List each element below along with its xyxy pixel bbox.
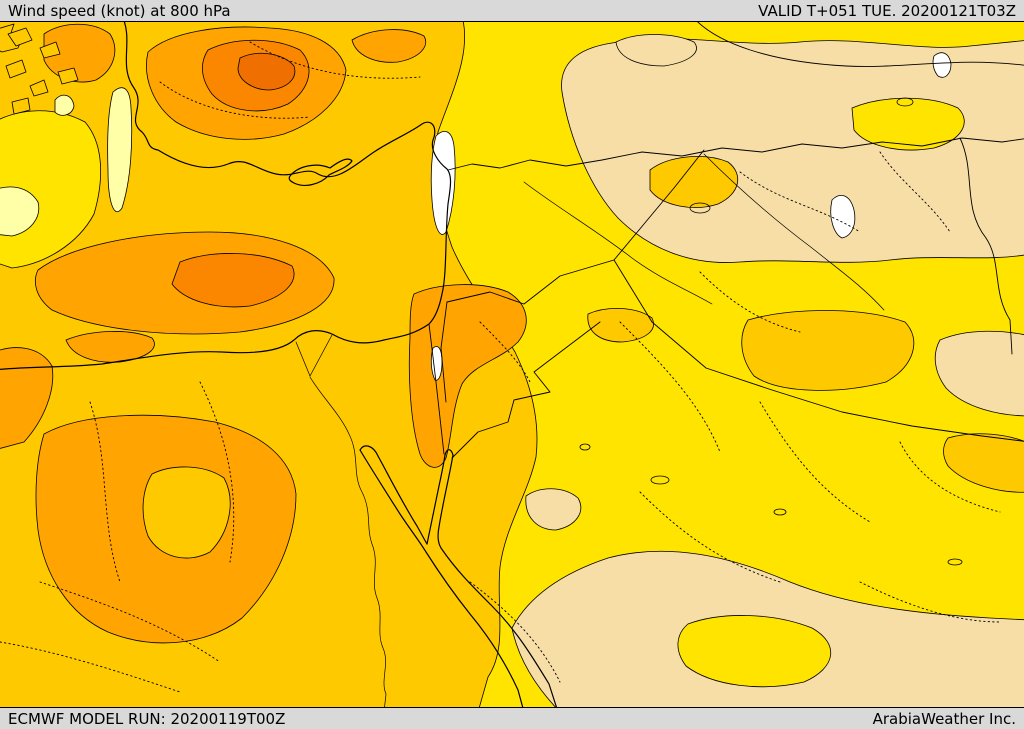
admin-line — [479, 321, 531, 383]
island — [11, 97, 31, 115]
model-run-label: ECMWF MODEL RUN: 20200119T00Z — [8, 709, 286, 728]
nile-delta-branch-west — [295, 341, 311, 377]
contour-island — [773, 508, 787, 516]
coast-aqaba-gulf-head — [444, 449, 454, 456]
coastline-layer — [0, 22, 558, 707]
contour-deeporange-core-turkey — [237, 52, 296, 91]
border-turkey-syria — [447, 137, 1024, 171]
admin-line — [639, 491, 781, 583]
contour-orange-top-strip — [351, 29, 426, 63]
map-footer-bar: ECMWF MODEL RUN: 20200119T00Z ArabiaWeat… — [0, 707, 1024, 729]
map-canvas[interactable] — [0, 22, 1024, 707]
contour-golden-hole-egypt — [142, 466, 231, 559]
nile-delta-branch-east — [309, 334, 333, 377]
contour-golden-jordan-small — [587, 308, 654, 343]
island — [5, 59, 27, 79]
border-jordan-saudi-zigzag — [451, 321, 601, 459]
admin-line — [39, 581, 221, 663]
contour-cream-right-mid — [934, 330, 1024, 417]
contour-white-dead-sea — [430, 346, 443, 381]
coast-gulf-of-suez-east — [377, 455, 428, 545]
border-jordan-valley — [440, 301, 448, 403]
contour-white-lake-tharthar — [830, 195, 856, 239]
contour-cream-top-center — [615, 34, 697, 67]
contour-island — [947, 558, 963, 566]
contour-white-lake-east-turkey — [932, 52, 952, 78]
contour-golden-right-edge — [943, 433, 1024, 493]
contour-golden-iraq-patch — [741, 310, 915, 391]
contour-island — [896, 97, 914, 107]
admin-line — [879, 151, 951, 233]
attribution-label: ArabiaWeather Inc. — [872, 709, 1016, 728]
admin-line — [759, 401, 871, 523]
border-iraq-saudi — [613, 259, 1024, 442]
border-layer — [428, 22, 1024, 459]
admin-boundary-layer — [0, 41, 1001, 693]
admin-line — [619, 321, 721, 453]
admin-line — [699, 271, 801, 333]
admin-line — [159, 81, 311, 119]
border-iraq-iran — [959, 137, 1013, 355]
admin-line — [859, 581, 1001, 623]
coast-suez-gulf-head — [359, 445, 379, 457]
tigris-river — [703, 153, 885, 311]
contour-pale-patch-small — [54, 94, 75, 116]
aegean-islands-group — [0, 23, 79, 115]
contour-pale-strip-west-anatolia — [107, 87, 133, 213]
contour-orange-delta-west — [65, 331, 155, 363]
admin-line — [469, 581, 561, 683]
contour-pale-patch-left-edge — [0, 186, 40, 237]
border-jordan-north — [446, 259, 615, 305]
border-syria-iraq — [613, 149, 705, 261]
admin-line — [739, 171, 861, 233]
island — [57, 67, 79, 85]
admin-line — [899, 441, 1001, 513]
map-title: Wind speed (knot) at 800 hPa — [8, 1, 231, 20]
admin-line — [249, 41, 421, 79]
island — [7, 27, 33, 47]
admin-line — [199, 381, 235, 563]
coast-red-sea-arabian — [437, 454, 558, 707]
coast-anatolia-levant-egypt — [0, 22, 452, 371]
contour-cream-syria-iraq — [561, 38, 1024, 263]
contour-fill-layer — [0, 22, 1024, 707]
contour-orange-levant-band — [408, 284, 527, 468]
border-egypt-israel — [428, 323, 445, 455]
contour-island — [650, 475, 670, 485]
nile-river — [309, 376, 387, 707]
border-turkey-caucasus — [697, 22, 1024, 67]
map-header-bar: Wind speed (knot) at 800 hPa VALID T+051… — [0, 0, 1024, 22]
island — [29, 79, 49, 97]
contour-cream-sinai-east — [525, 488, 582, 531]
contour-darkorange-core-central — [171, 253, 295, 308]
contour-golden-hole-syria — [649, 156, 739, 208]
coast-red-sea-african — [359, 449, 524, 707]
contour-island — [689, 202, 711, 214]
contour-orange-left-edge — [0, 347, 54, 449]
contour-yellow-hole-south — [677, 615, 831, 688]
coast-gulf-of-aqaba-west — [426, 454, 446, 545]
contour-island-group — [579, 97, 963, 566]
wind-speed-map-svg — [0, 22, 1024, 707]
island — [39, 41, 61, 59]
contour-island — [579, 443, 591, 451]
euphrates-river — [523, 181, 713, 305]
coast-cyprus — [288, 158, 353, 186]
valid-time-label: VALID T+051 TUE. 20200121T03Z — [758, 1, 1016, 20]
admin-line — [89, 401, 121, 583]
